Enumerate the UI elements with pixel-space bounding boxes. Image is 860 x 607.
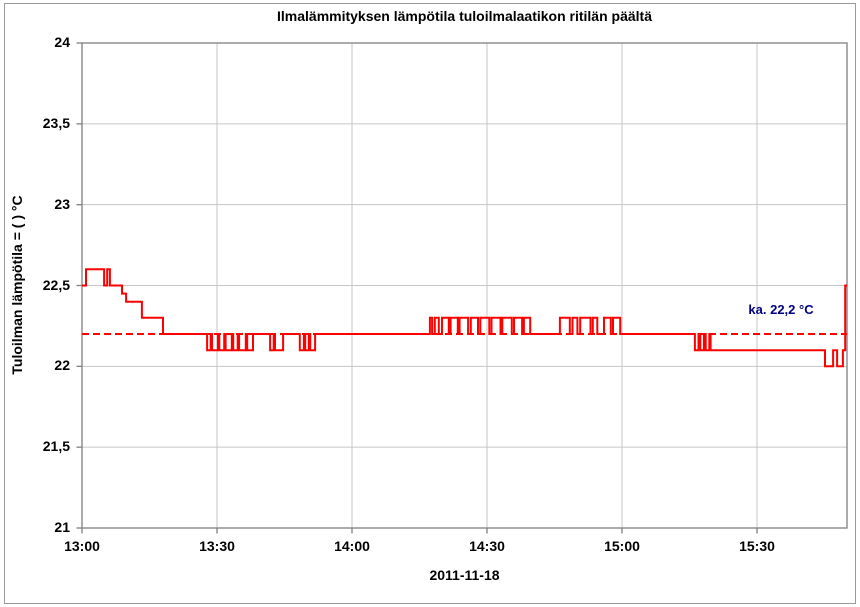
chart-title: Ilmalämmityksen lämpötila tuloilmalaatik… [277,8,652,24]
y-tick-label: 23 [54,195,70,212]
average-annotation: ka. 22,2 °C [748,302,814,317]
x-tick-label: 15:30 [739,538,775,554]
y-tick-label: 21 [54,519,70,535]
x-tick-label: 14:00 [334,538,370,554]
y-tick-label: 24 [54,34,70,50]
series-line [82,268,847,368]
x-tick-label: 15:00 [604,538,640,554]
x-tick-label: 14:30 [469,538,505,554]
y-tick-label: 23,5 [42,114,70,131]
y-tick-label: 21,5 [42,438,70,455]
y-tick-label: 22 [54,357,70,374]
x-tick-label: 13:00 [64,538,100,554]
y-tick-label: 22,5 [42,276,70,293]
x-tick-label: 13:30 [199,538,235,554]
x-axis-date-label: 2011-11-18 [429,567,500,583]
